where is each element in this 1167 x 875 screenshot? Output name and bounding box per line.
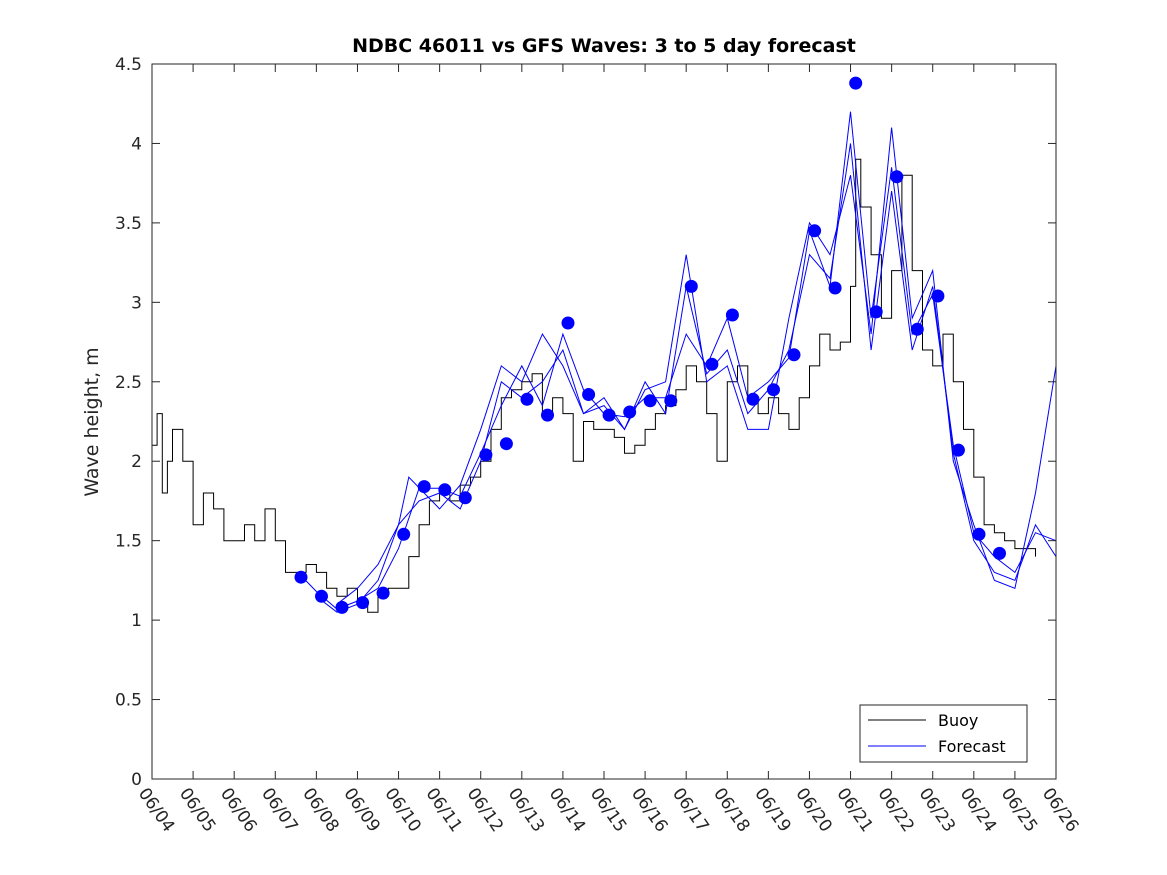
y-tick-label: 2	[131, 452, 142, 472]
forecast-marker	[458, 491, 472, 505]
x-tick-label: 06/12	[463, 784, 507, 836]
forecast-marker	[335, 600, 349, 614]
x-tick-label: 06/21	[832, 784, 876, 836]
forecast-marker	[828, 281, 842, 295]
y-tick-label: 4.5	[115, 55, 142, 75]
legend-forecast-label: Forecast	[938, 737, 1006, 756]
forecast-marker	[746, 392, 760, 406]
forecast-marker	[787, 348, 801, 362]
y-tick-label: 4	[131, 134, 142, 154]
forecast-marker	[869, 305, 883, 319]
forecast-marker	[499, 437, 513, 451]
forecast-marker	[910, 322, 924, 336]
y-tick-label: 3.5	[115, 214, 142, 234]
forecast-marker	[767, 383, 780, 397]
legend-buoy-label: Buoy	[938, 711, 978, 730]
forecast-marker	[294, 570, 308, 584]
x-tick-label: 06/16	[627, 784, 671, 836]
forecast-marker	[438, 483, 452, 497]
forecast-marker	[684, 279, 698, 293]
forecast-marker	[561, 316, 575, 330]
x-tick-label: 06/14	[545, 784, 589, 836]
x-tick-label: 06/05	[175, 784, 219, 836]
plot-area	[152, 76, 1057, 614]
x-tick-label: 06/24	[956, 784, 1000, 836]
x-tick-label: 06/07	[257, 784, 301, 836]
x-tick-label: 06/23	[915, 784, 959, 836]
chart-title: NDBC 46011 vs GFS Waves: 3 to 5 day fore…	[352, 35, 856, 57]
forecast-marker	[582, 388, 596, 401]
x-tick-label: 06/06	[216, 784, 260, 836]
forecast-marker	[315, 589, 328, 603]
y-axis-label: Wave height, m	[81, 347, 103, 496]
forecast-marker	[664, 394, 678, 408]
y-tick-label: 1.5	[115, 532, 142, 552]
forecast-marker	[397, 527, 411, 541]
buoy-series-line	[152, 158, 1036, 613]
forecast-marker	[993, 546, 1006, 560]
legend-box	[859, 704, 1028, 763]
x-tick-label: 06/17	[668, 784, 712, 836]
x-tick-label: 06/10	[380, 784, 424, 836]
x-tick-label: 06/09	[339, 784, 383, 836]
x-tick-label: 06/04	[134, 784, 178, 836]
forecast-marker	[808, 224, 822, 238]
x-tick-label: 06/25	[997, 784, 1041, 836]
x-tick-label: 06/22	[874, 784, 918, 836]
forecast-marker	[890, 170, 904, 184]
forecast-marker	[623, 405, 637, 419]
y-tick-label: 3	[131, 293, 142, 313]
forecast-marker	[931, 289, 945, 303]
x-tick-label: 06/11	[422, 784, 466, 836]
forecast-marker	[417, 480, 431, 494]
y-tick-label: 2.5	[115, 373, 142, 393]
x-tick-label: 06/26	[1038, 784, 1082, 836]
x-tick-label: 06/15	[586, 784, 630, 836]
forecast-run-line-3	[336, 127, 1057, 605]
forecast-marker	[356, 596, 370, 610]
forecast-marker	[972, 527, 986, 541]
forecast-marker	[520, 392, 534, 406]
y-tick-label: 0.5	[115, 691, 142, 711]
legend: Buoy Forecast	[859, 704, 1028, 763]
x-tick-label: 06/19	[750, 784, 794, 836]
forecast-marker	[849, 76, 863, 90]
x-tick-label: 06/13	[504, 784, 548, 836]
forecast-marker	[479, 448, 493, 462]
y-tick-label: 0	[131, 770, 142, 790]
axes-box	[151, 63, 1057, 780]
forecast-marker	[602, 408, 616, 422]
y-tick-label: 1	[131, 611, 142, 631]
forecast-marker	[951, 443, 965, 457]
forecast-marker	[725, 308, 739, 322]
forecast-marker	[376, 586, 390, 600]
x-tick-label: 06/20	[791, 784, 835, 836]
forecast-marker	[643, 394, 657, 408]
forecast-marker	[541, 408, 554, 422]
forecast-marker	[705, 357, 719, 371]
x-tick-label: 06/18	[709, 784, 753, 836]
x-tick-label: 06/08	[298, 784, 342, 836]
